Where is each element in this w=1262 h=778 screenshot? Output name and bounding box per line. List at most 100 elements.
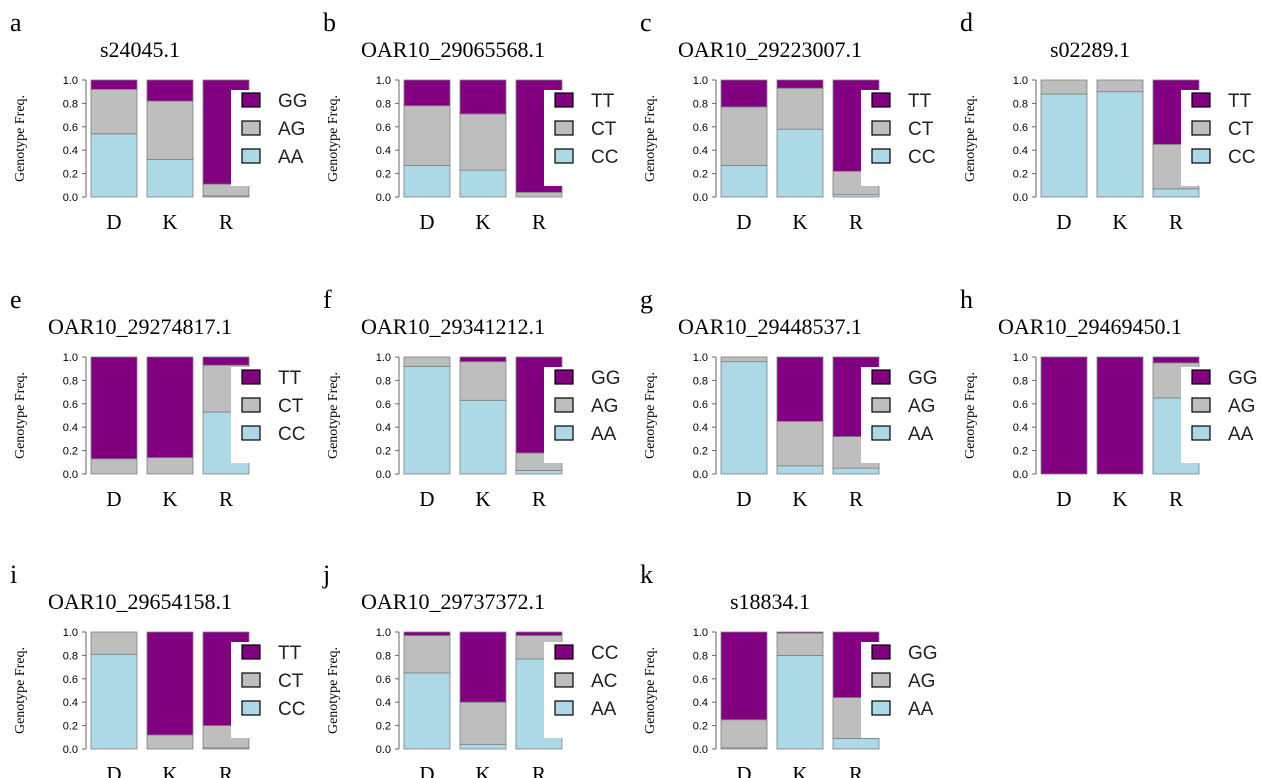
bar-segment-K-CC <box>459 169 507 198</box>
y-tick-label: 0.6 <box>376 674 391 686</box>
legend-label: TT <box>1228 91 1252 112</box>
bar-segment-K-CC <box>776 128 824 198</box>
legend-swatch <box>241 644 261 660</box>
panel-letter: d <box>960 8 973 37</box>
y-tick-label: 0.6 <box>63 399 78 411</box>
legend-label: GG <box>908 643 938 664</box>
y-tick-label: 0.2 <box>693 169 708 181</box>
bar-segment-D-TT <box>403 79 451 107</box>
y-tick-label: 0.2 <box>376 169 391 181</box>
legend-swatch <box>554 148 574 164</box>
bar-segment-D-AA <box>403 672 451 750</box>
y-tick-label: 0.4 <box>1013 422 1028 434</box>
y-tick-label: 0.8 <box>693 98 708 110</box>
y-tick-label: 0.2 <box>693 446 708 458</box>
bar-segment-K-CT <box>146 457 194 475</box>
legend-label: CC <box>278 699 305 720</box>
x-tick-label: K <box>792 762 807 778</box>
legend-swatch <box>871 92 891 108</box>
legend-label: CC <box>591 147 618 168</box>
y-tick-label: 0.2 <box>1013 169 1028 181</box>
y-axis-label: Genotype Freq. <box>963 95 978 182</box>
y-tick-label: 1.0 <box>376 75 391 87</box>
x-tick-label: D <box>106 762 121 778</box>
y-axis-label: Genotype Freq. <box>13 372 28 459</box>
panel-g: g OAR10_29448537.1 Genotype Freq. 0.0 0.2 0.4… <box>640 285 946 511</box>
x-tick-label: K <box>1112 210 1127 234</box>
bar-segment-K-TT <box>776 79 824 89</box>
legend-swatch <box>241 148 261 164</box>
bar-segment-K-GG <box>459 356 507 363</box>
x-tick-label: K <box>475 762 490 778</box>
bar-segment-K-CT <box>776 87 824 130</box>
legend-swatch <box>871 369 891 385</box>
legend-swatch <box>871 644 891 660</box>
legend-swatch <box>554 672 574 688</box>
legend-swatch <box>871 120 891 136</box>
bar-segment-D-CT <box>403 105 451 166</box>
bar-segment-K-AA <box>776 655 824 750</box>
legend-label: CT <box>278 671 304 692</box>
bar-segment-D-AA <box>720 361 768 475</box>
chart-title: OAR10_29448537.1 <box>678 314 862 339</box>
x-tick-label: K <box>792 487 807 511</box>
x-tick-label: D <box>419 762 434 778</box>
legend-label: TT <box>908 91 932 112</box>
chart-title: OAR10_29654158.1 <box>48 589 232 614</box>
bar-segment-K-TT <box>146 356 194 459</box>
y-tick-label: 0.6 <box>693 399 708 411</box>
legend-swatch <box>554 369 574 385</box>
bar-segment-D-CT <box>90 631 138 655</box>
y-tick-label: 0.2 <box>693 721 708 733</box>
y-axis-label: Genotype Freq. <box>13 95 28 182</box>
y-tick-label: 1.0 <box>1013 75 1028 87</box>
y-tick-label: 0.4 <box>693 697 708 709</box>
y-axis-label: Genotype Freq. <box>963 372 978 459</box>
bar-segment-R-CC <box>1152 188 1200 198</box>
y-axis-label: Genotype Freq. <box>643 372 658 459</box>
bar-segment-D-GG <box>90 79 138 90</box>
bar-segment-D-AG <box>90 88 138 135</box>
x-tick-label: R <box>1169 487 1183 511</box>
x-tick-label: D <box>419 210 434 234</box>
legend-swatch <box>241 397 261 413</box>
y-tick-label: 0.6 <box>63 674 78 686</box>
chart-title: s18834.1 <box>730 589 810 614</box>
y-tick-label: 0.4 <box>376 145 391 157</box>
legend-swatch <box>1191 369 1211 385</box>
y-axis-label: Genotype Freq. <box>326 372 341 459</box>
x-tick-label: K <box>162 762 177 778</box>
legend-swatch <box>871 672 891 688</box>
bar-segment-K-TT <box>146 631 194 736</box>
y-tick-label: 0.0 <box>693 469 708 481</box>
y-axis-label: Genotype Freq. <box>13 647 28 734</box>
panel-letter: f <box>323 285 332 314</box>
y-tick-label: 0.4 <box>1013 145 1028 157</box>
panel-k: k s18834.1 Genotype Freq. 0.0 0.2 0.4 0.6 0.8 1.… <box>640 560 946 778</box>
bar-segment-R-CT <box>515 191 563 198</box>
panel-f: f OAR10_29341212.1 Genotype Freq. 0.0 0.2 0.4… <box>323 285 629 511</box>
y-axis-label: Genotype Freq. <box>326 95 341 182</box>
legend-swatch <box>241 672 261 688</box>
bar-segment-D-CT <box>1040 79 1088 95</box>
bar-segment-K-CT <box>459 113 507 171</box>
x-tick-label: D <box>736 762 751 778</box>
bar-segment-D-CC <box>90 653 138 750</box>
y-tick-label: 0.2 <box>1013 446 1028 458</box>
legend-swatch <box>1191 148 1211 164</box>
y-tick-label: 0.6 <box>693 674 708 686</box>
bar-segment-K-CC <box>1096 91 1144 198</box>
bar-segment-K-AG <box>146 100 194 160</box>
bar-segment-K-GG <box>776 631 824 634</box>
x-tick-label: K <box>475 210 490 234</box>
y-tick-label: 0.2 <box>376 721 391 733</box>
bar-segment-K-AA <box>459 743 507 750</box>
legend-label: GG <box>1228 368 1258 389</box>
x-tick-label: R <box>532 487 546 511</box>
legend-label: AG <box>591 396 618 417</box>
x-tick-label: R <box>219 210 233 234</box>
y-tick-label: 0.0 <box>1013 469 1028 481</box>
y-tick-label: 0.8 <box>1013 375 1028 387</box>
x-tick-label: D <box>736 487 751 511</box>
bar-segment-K-CT <box>1096 79 1144 93</box>
